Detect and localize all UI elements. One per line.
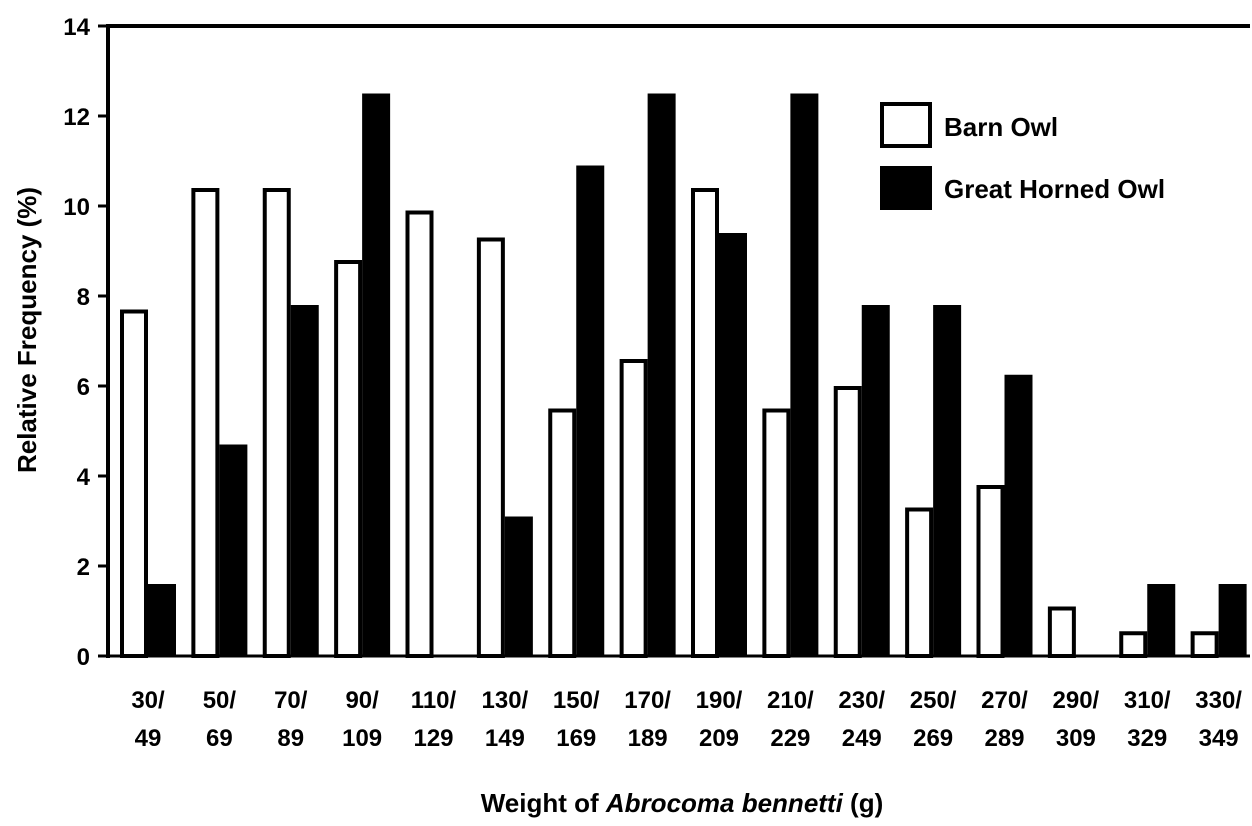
legend-swatch-great-horned-owl [880,166,932,210]
bar-barn-owl [762,408,791,658]
bar-great-horned-owl [933,305,962,656]
bar-barn-owl [619,359,648,658]
bar-barn-owl [976,485,1005,658]
bar-great-horned-owl [861,305,890,656]
x-tick-label-bottom: 129 [413,725,453,752]
legend-label-great-horned-owl: Great Horned Owl [944,174,1165,204]
bar-great-horned-owl [290,305,319,656]
x-tick-label-bottom: 329 [1127,725,1167,752]
bar-great-horned-owl [148,584,176,656]
y-tick-label: 0 [77,644,90,671]
x-tick-label-bottom: 249 [842,725,882,752]
legend-label-barn-owl: Barn Owl [944,112,1058,142]
y-tick-label: 4 [77,464,91,491]
y-axis-ticks: 0 2 4 6 8 10 12 14 [63,14,108,671]
x-tick-label-bottom: 269 [913,725,953,752]
x-tick-label-top: 310/ [1124,687,1171,714]
bar-great-horned-owl [1218,584,1247,656]
x-axis-title-unit: (g) [843,788,883,818]
x-tick-label-bottom: 69 [206,725,233,752]
x-tick-label-bottom: 289 [984,725,1024,752]
bar-barn-owl [905,507,934,658]
x-tick-label-bottom: 149 [485,725,525,752]
bar-barn-owl [1119,631,1148,658]
bar-great-horned-owl [790,93,819,656]
bar-great-horned-owl [647,93,676,656]
x-tick-label-bottom: 109 [342,725,382,752]
x-tick-label-bottom: 89 [277,725,304,752]
bar-barn-owl [405,210,434,658]
x-tick-label-top: 110/ [411,687,457,714]
bar-great-horned-owl [362,93,391,656]
bar-barn-owl [833,386,862,658]
bar-great-horned-owl [576,165,605,656]
x-axis-title: Weight of Abrocoma bennetti (g) [481,788,884,818]
x-tick-label-top: 210/ [767,687,814,714]
y-tick-label: 12 [63,104,90,131]
x-tick-label-bottom: 309 [1056,725,1096,752]
x-tick-label-top: 190/ [696,687,743,714]
bar-barn-owl [548,408,577,658]
bar-great-horned-owl [1004,374,1033,656]
y-tick-label: 8 [77,284,90,311]
x-tick-label-top: 130/ [482,687,529,714]
bar-barn-owl [1190,631,1219,658]
x-tick-label-top: 330/ [1195,687,1242,714]
x-tick-label-top: 290/ [1053,687,1100,714]
bar-barn-owl [1047,606,1076,658]
y-tick-label: 14 [63,14,90,41]
bar-great-horned-owl [719,233,747,656]
x-tick-label-top: 170/ [624,687,671,714]
bar-great-horned-owl [219,444,248,656]
x-tick-label-top: 90/ [345,687,379,714]
x-tick-label-top: 270/ [981,687,1028,714]
x-tick-label-bottom: 169 [556,725,596,752]
x-tick-label-bottom: 49 [135,725,162,752]
y-axis-title: Relative Frequency (%) [12,187,42,473]
x-tick-label-top: 70/ [274,687,308,714]
x-tick-label-top: 230/ [838,687,885,714]
x-axis-title-species: Abrocoma bennetti [605,788,844,818]
bar-barn-owl [120,309,148,658]
y-tick-label: 2 [77,554,90,581]
legend-swatch-barn-owl [880,102,932,148]
x-tick-label-bottom: 209 [699,725,739,752]
chart-bars [120,93,1247,658]
legend: Barn Owl Great Horned Owl [880,102,1165,210]
bar-great-horned-owl [1147,584,1176,656]
x-axis-title-prefix: Weight of [481,788,606,818]
x-tick-label-bottom: 349 [1199,725,1239,752]
x-tick-label-top: 150/ [553,687,600,714]
bar-barn-owl [691,188,719,658]
y-tick-label: 6 [77,374,90,401]
bar-barn-owl [191,188,220,658]
x-tick-label-top: 50/ [203,687,237,714]
bar-barn-owl [334,260,363,658]
bar-barn-owl [476,237,505,658]
x-tick-label-bottom: 229 [770,725,810,752]
y-tick-label: 10 [63,194,90,221]
bar-great-horned-owl [504,516,533,656]
bar-barn-owl [262,188,291,658]
x-tick-label-top: 30/ [131,687,165,714]
x-tick-label-top: 250/ [910,687,957,714]
x-axis-ticks: 30/49 50/69 70/89 90/109 110/129 130/149 150/1… [131,687,1242,752]
x-tick-label-bottom: 189 [628,725,668,752]
